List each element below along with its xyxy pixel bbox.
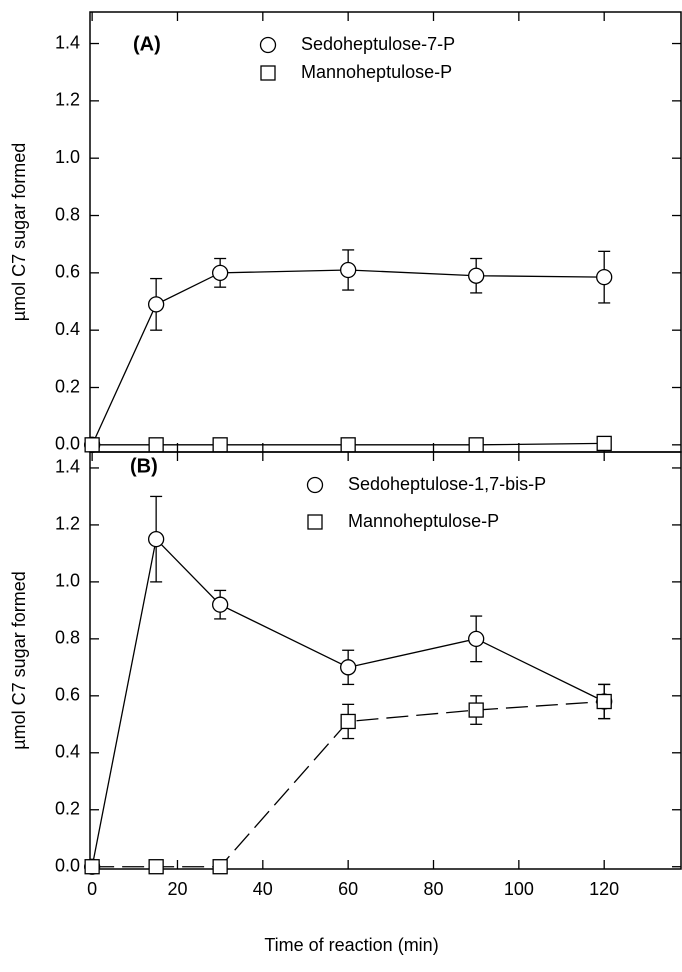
- legend-label: Sedoheptulose-7-P: [301, 34, 455, 54]
- legend-label: Mannoheptulose-P: [301, 62, 452, 82]
- y-tick-label: 0.4: [55, 742, 80, 762]
- y-tick-label: 0.8: [55, 204, 80, 224]
- y-tick-label: 0.0: [55, 855, 80, 875]
- marker: [212, 437, 228, 453]
- legend-marker: [306, 476, 324, 494]
- y-tick-label: 1.0: [55, 571, 80, 591]
- y-axis-label: µmol C7 sugar formed: [9, 143, 29, 321]
- y-tick-label: 0.6: [55, 262, 80, 282]
- series-line: [92, 442, 605, 446]
- x-tick-label: 0: [87, 879, 97, 899]
- x-tick-label: 60: [338, 879, 358, 899]
- y-tick-label: 0.2: [55, 376, 80, 396]
- y-tick-label: 0.8: [55, 628, 80, 648]
- series-line: [92, 700, 605, 868]
- marker: [148, 437, 164, 453]
- marker: [211, 264, 229, 281]
- y-tick-label: 1.0: [55, 147, 80, 167]
- marker: [212, 859, 228, 875]
- y-tick-label: 0.6: [55, 685, 80, 705]
- marker: [340, 437, 356, 453]
- marker: [468, 702, 484, 718]
- x-tick-label: 40: [253, 879, 273, 899]
- y-tick-label: 1.2: [55, 90, 80, 110]
- marker: [84, 437, 100, 453]
- legend-marker: [307, 514, 323, 530]
- series-line: [91, 537, 605, 867]
- marker: [596, 268, 613, 286]
- legend-marker: [260, 65, 276, 81]
- panel-label: (A): [133, 33, 161, 55]
- marker: [340, 261, 357, 279]
- marker: [84, 859, 100, 875]
- legend-label: Sedoheptulose-1,7-bis-P: [348, 474, 546, 494]
- legend-label: Mannoheptulose-P: [348, 511, 499, 531]
- marker: [596, 693, 612, 710]
- marker: [340, 659, 357, 676]
- y-tick-label: 0.4: [55, 319, 80, 339]
- marker: [468, 437, 484, 453]
- panel-label: (B): [130, 455, 158, 477]
- marker: [147, 296, 165, 313]
- legend-marker: [259, 36, 277, 54]
- x-tick-label: 100: [504, 879, 534, 899]
- marker: [596, 435, 612, 452]
- x-tick-label: 20: [167, 879, 187, 899]
- marker: [147, 531, 165, 548]
- marker: [468, 267, 485, 284]
- y-tick-label: 1.4: [55, 32, 80, 52]
- series-line: [91, 269, 605, 446]
- marker: [340, 713, 356, 730]
- y-axis-label: µmol C7 sugar formed: [9, 571, 29, 749]
- x-axis-label: Time of reaction (min): [264, 935, 438, 955]
- marker: [468, 630, 485, 648]
- y-tick-label: 0.2: [55, 799, 80, 819]
- y-tick-label: 1.2: [55, 514, 80, 534]
- x-tick-label: 80: [423, 879, 443, 899]
- marker: [148, 859, 164, 875]
- x-tick-label: 120: [589, 879, 619, 899]
- plot-frame: [89, 451, 682, 870]
- y-tick-label: 1.4: [55, 457, 80, 477]
- y-tick-label: 0.0: [55, 434, 80, 454]
- marker: [211, 596, 229, 613]
